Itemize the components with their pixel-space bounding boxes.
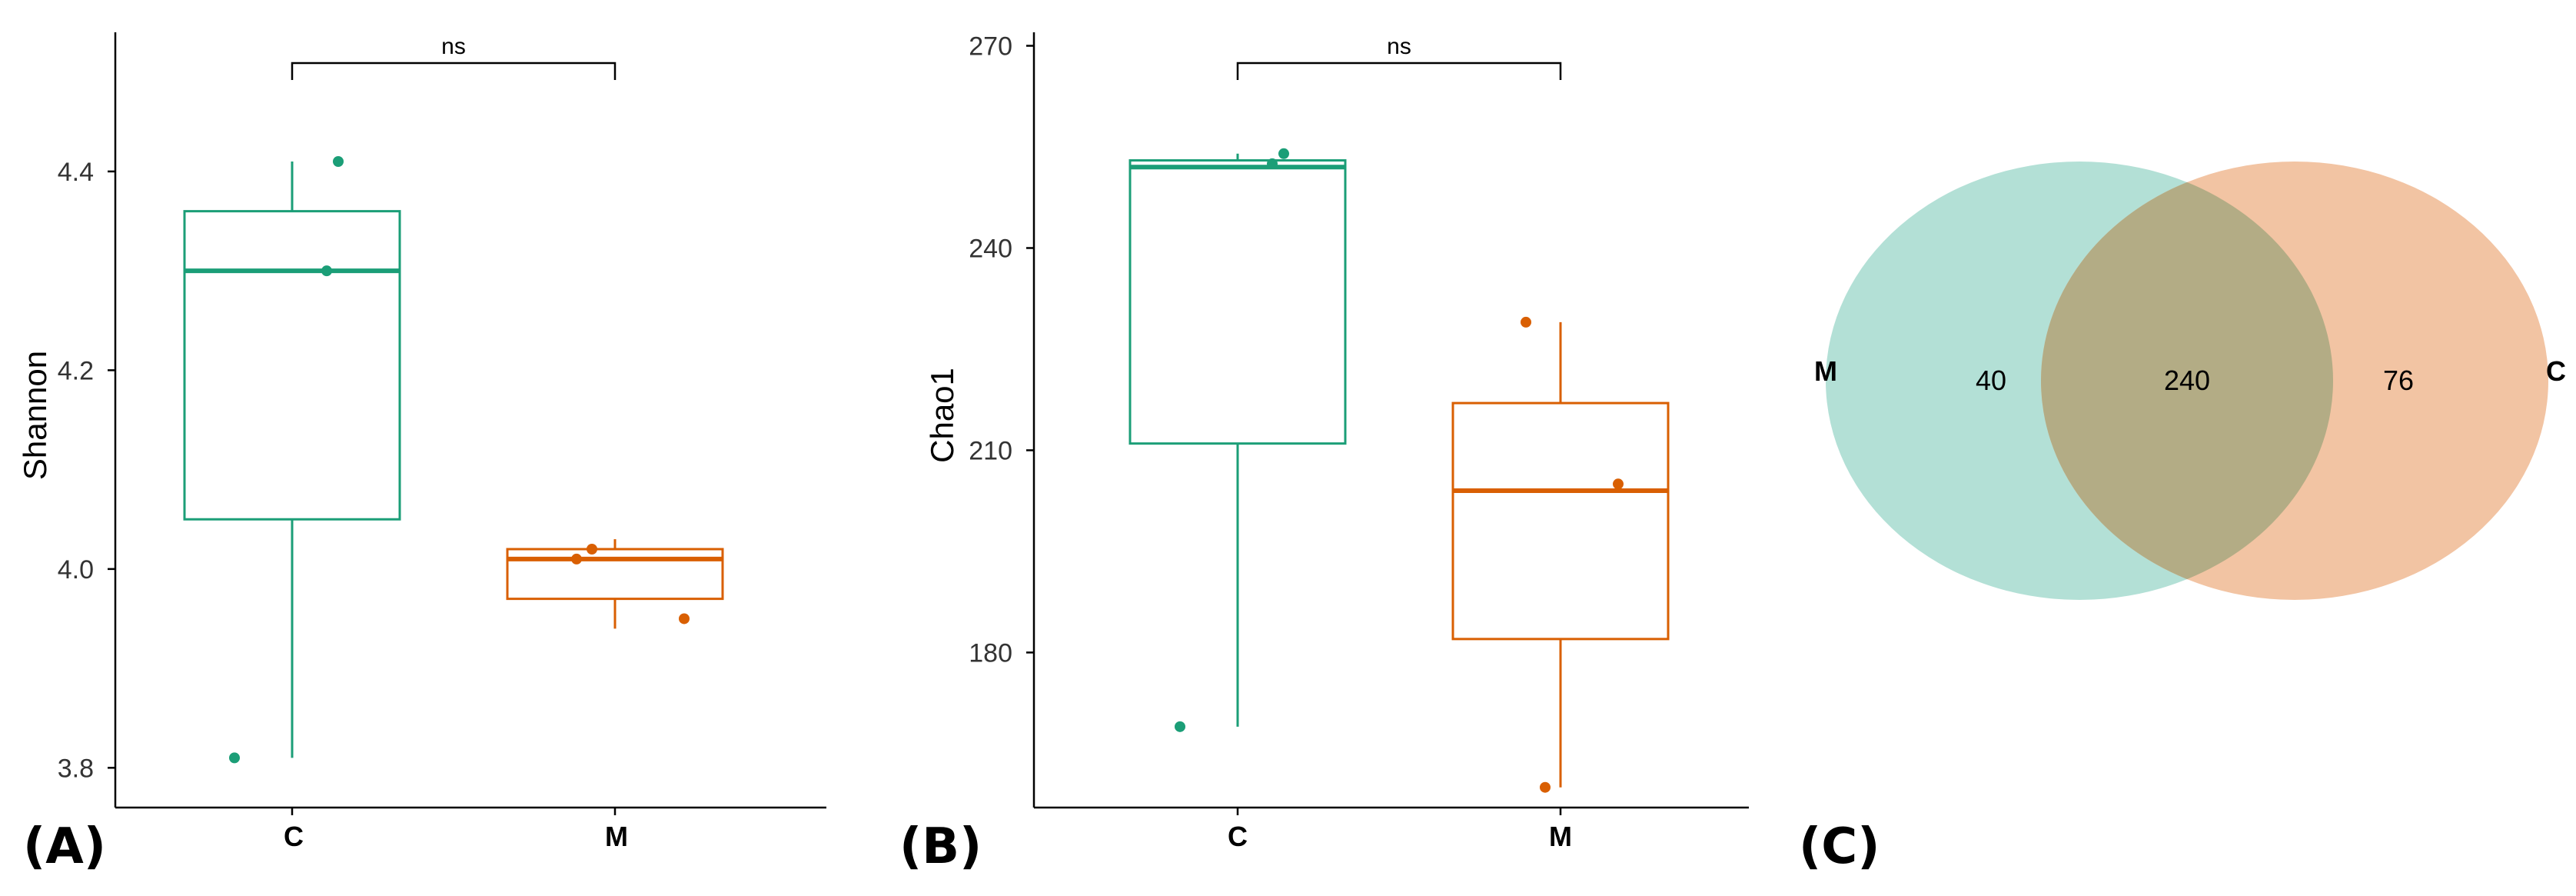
- data-point-c: [229, 752, 240, 764]
- shannon-boxplot-panel: Shannon (A) 3.8 4.0 4.2 4.4 C Mns: [17, 32, 826, 875]
- y-axis-label: Shannon: [17, 351, 53, 480]
- y-tick-label: 4.4: [58, 158, 94, 187]
- panel-label-b: (B): [899, 818, 982, 875]
- y-tick-label: 240: [969, 234, 1012, 263]
- data-point-m: [1540, 781, 1551, 793]
- significance-bracket: [291, 62, 617, 80]
- data-point-m: [571, 553, 582, 565]
- significance-label: ns: [441, 34, 466, 59]
- data-point-m: [587, 544, 597, 555]
- data-point-c: [321, 265, 332, 277]
- box-iqr-c: [183, 210, 401, 521]
- venn-overlap-count: 240: [2164, 365, 2210, 396]
- y-tick-label: 180: [969, 638, 1012, 668]
- data-point-c: [1175, 721, 1185, 732]
- y-tick-label: 4.2: [58, 356, 94, 385]
- data-point-c: [333, 156, 344, 167]
- data-point-m: [1613, 478, 1624, 490]
- venn-only-c-count: 76: [2383, 365, 2414, 396]
- panel-label-a: (A): [23, 818, 106, 875]
- box-iqr-c: [1128, 159, 1347, 445]
- venn-set-m-label: M: [1814, 355, 1837, 387]
- box-iqr-m: [1451, 401, 1670, 641]
- data-point-c: [1278, 148, 1289, 159]
- panel-label-c: (C): [1799, 818, 1880, 875]
- venn-only-m-count: 40: [1976, 365, 2006, 396]
- data-point-m: [679, 613, 690, 625]
- y-tick-label: 270: [969, 32, 1012, 62]
- venn-diagram-panel: 40 240 76 M C (C): [1799, 162, 2566, 875]
- box-iqr-m: [506, 548, 724, 601]
- venn-set-c-label: C: [2546, 355, 2566, 387]
- x-tick-label: C: [1228, 821, 1248, 852]
- chao1-boxplot-panel: Chao1 (B) 180 210 240 270 C Mns: [899, 32, 1749, 875]
- venn-overlap-region: [2040, 182, 2333, 580]
- x-tick-label: M: [605, 821, 628, 852]
- y-tick-label: 210: [969, 436, 1012, 465]
- y-tick-label: 4.0: [58, 555, 94, 585]
- y-axis-label: Chao1: [924, 368, 960, 463]
- x-tick-label: C: [284, 821, 304, 852]
- x-tick-label: M: [1549, 821, 1572, 852]
- data-point-c: [1267, 158, 1278, 169]
- significance-label: ns: [1387, 34, 1411, 59]
- significance-bracket: [1236, 62, 1562, 80]
- y-tick-label: 3.8: [58, 754, 94, 783]
- data-point-m: [1521, 316, 1531, 328]
